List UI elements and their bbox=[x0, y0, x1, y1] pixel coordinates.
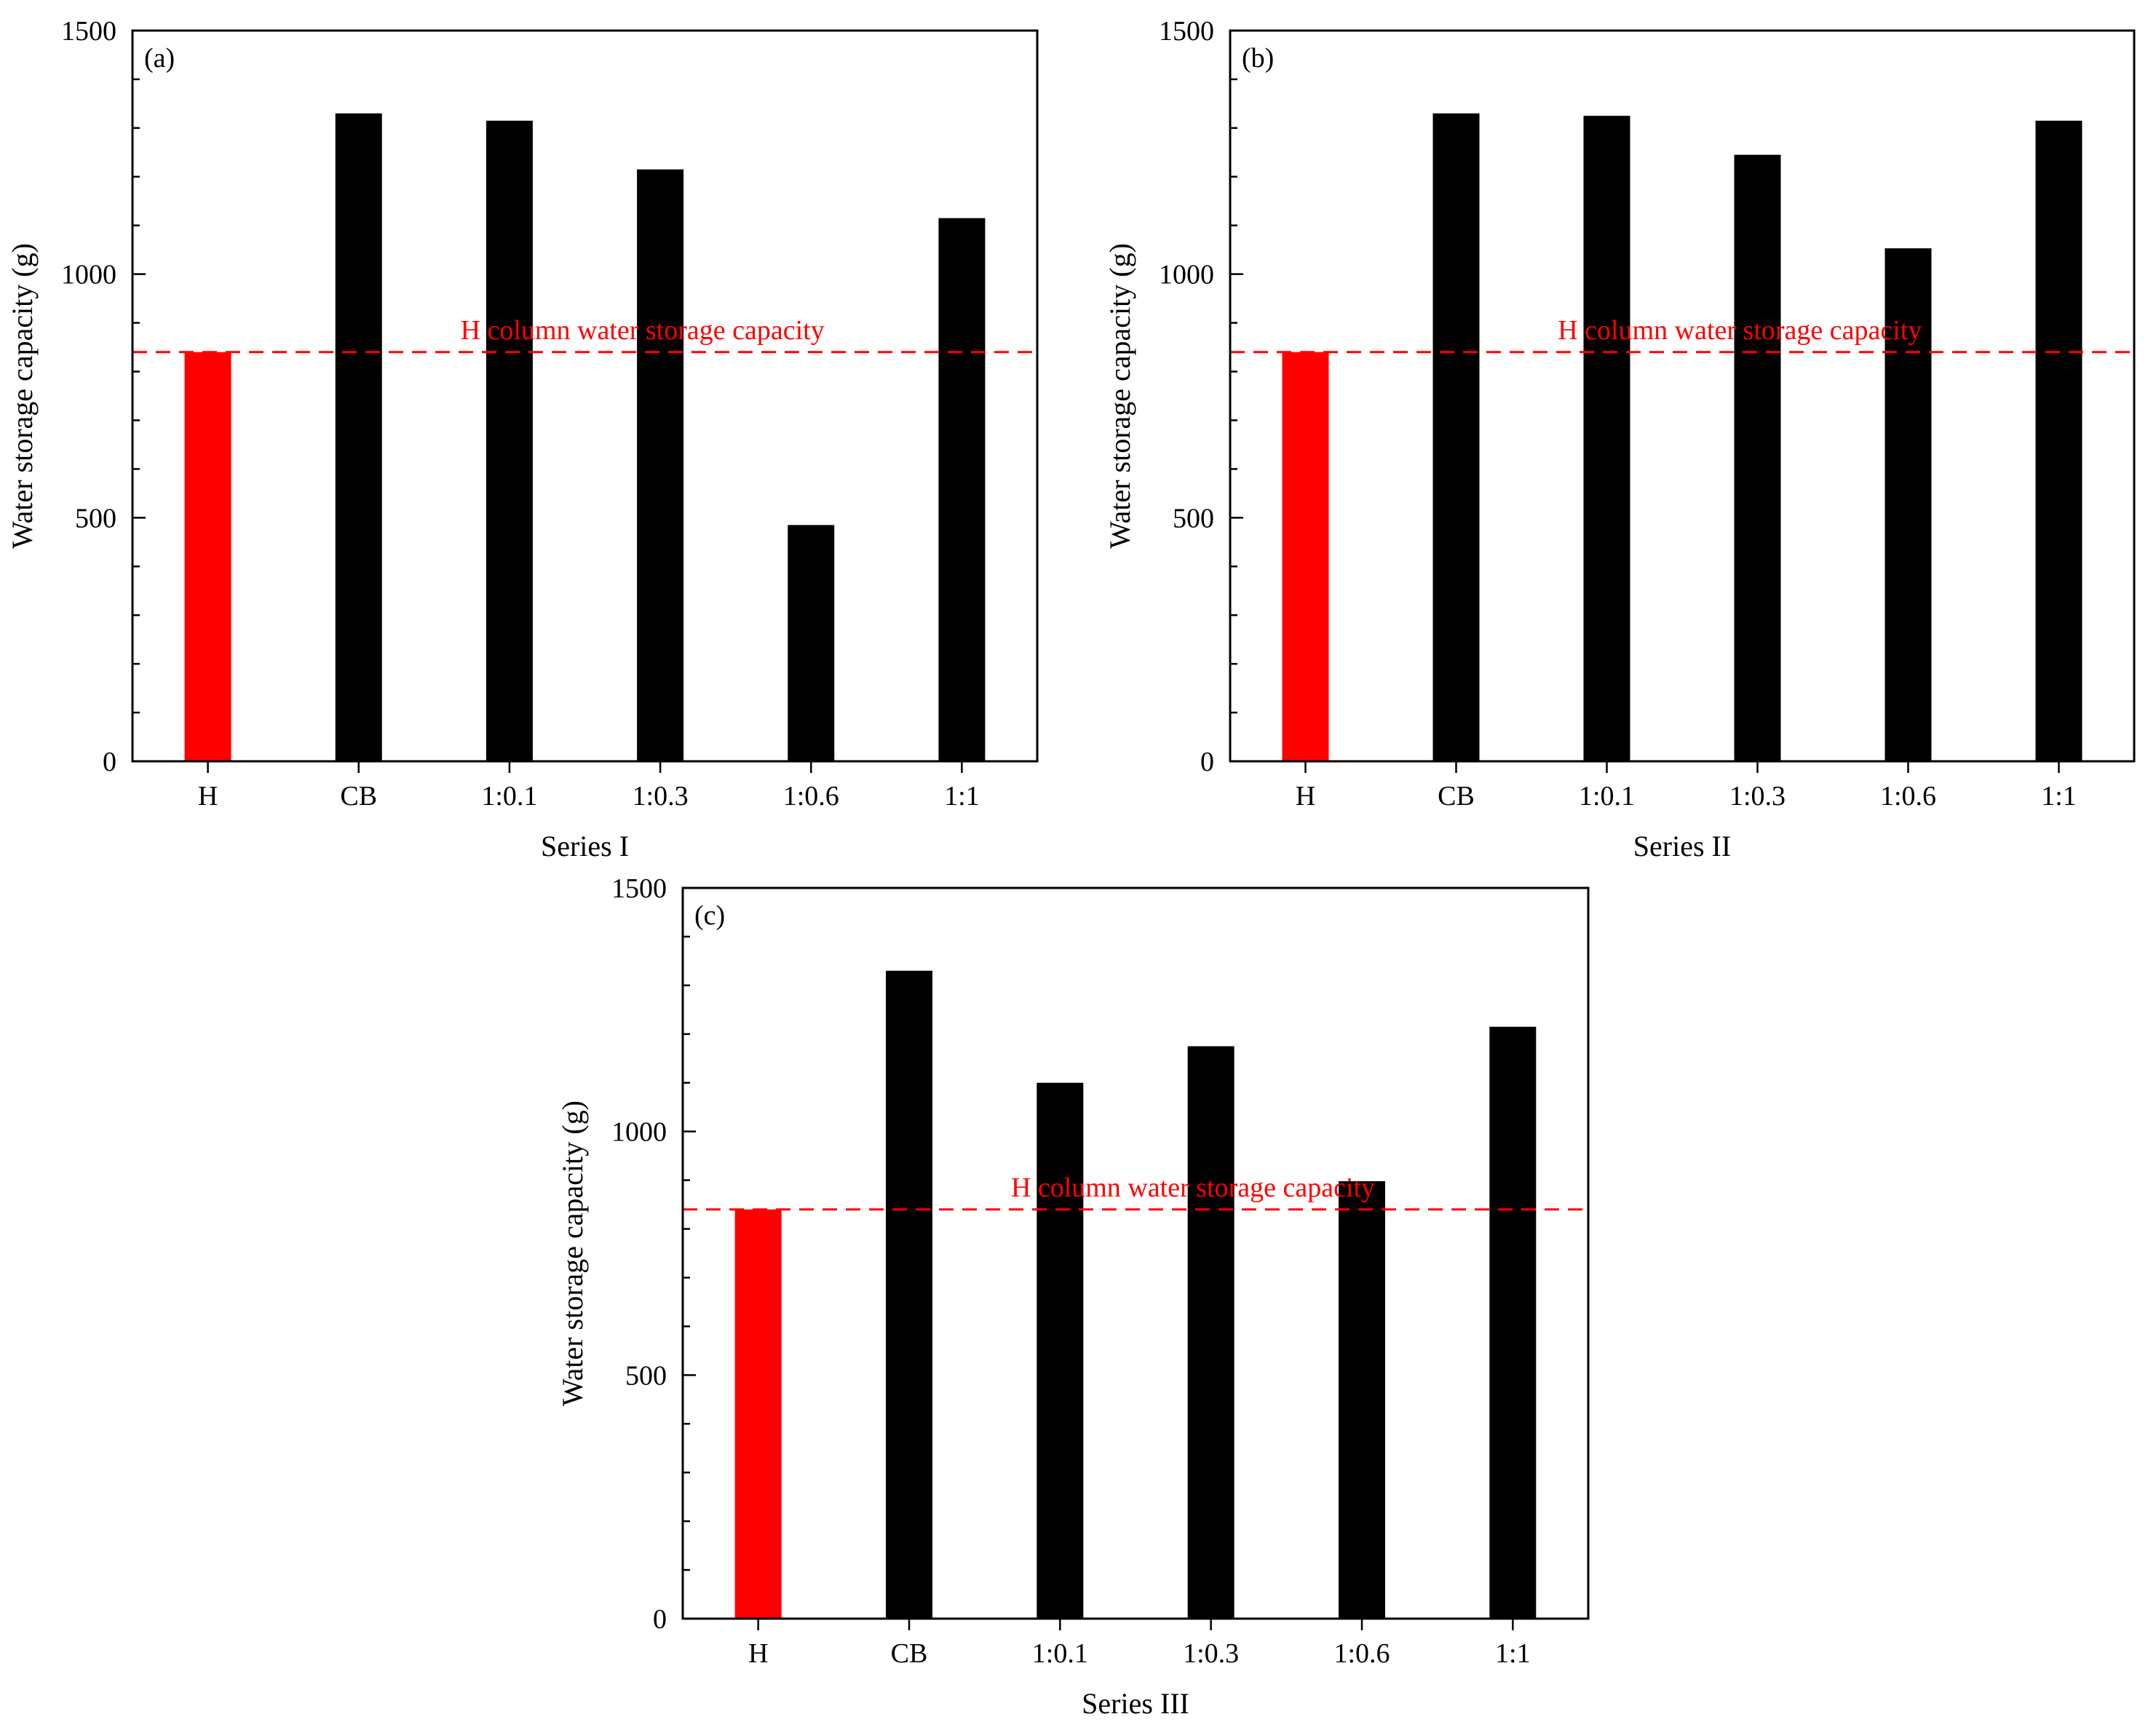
bar-1-0-6 bbox=[1339, 1181, 1385, 1619]
bar-1-0-3 bbox=[1187, 1046, 1234, 1619]
x-tick-label: CB bbox=[340, 781, 377, 812]
bar-1-0-1 bbox=[1037, 1082, 1084, 1619]
bar-1-0-1 bbox=[486, 120, 533, 761]
x-tick-label: 1:1 bbox=[944, 781, 980, 812]
y-tick-label: 1000 bbox=[1159, 260, 1214, 290]
x-tick-label: 1:0.3 bbox=[633, 781, 689, 812]
x-tick-label: 1:0.3 bbox=[1729, 781, 1786, 812]
y-tick-label: 1000 bbox=[611, 1117, 667, 1148]
x-tick-label: 1:0.6 bbox=[783, 781, 839, 812]
x-tick-label: H bbox=[1296, 781, 1315, 812]
x-axis-title: Series I bbox=[541, 830, 629, 862]
bar-1-0-6 bbox=[1884, 248, 1932, 761]
x-axis-title: Series II bbox=[1633, 830, 1731, 862]
x-tick-label: CB bbox=[891, 1638, 928, 1669]
bar-1-1 bbox=[1489, 1026, 1537, 1619]
plot-frame bbox=[1229, 29, 2136, 763]
x-tick-label: 1:0.1 bbox=[1032, 1638, 1088, 1669]
y-tick-label: 0 bbox=[103, 747, 116, 777]
x-tick-label: 1:0.3 bbox=[1183, 1638, 1239, 1669]
bar-h bbox=[734, 1209, 782, 1619]
bar-h bbox=[184, 352, 231, 761]
bar-cb bbox=[335, 113, 382, 761]
bar-1-0-6 bbox=[788, 525, 835, 761]
y-tick-label: 0 bbox=[653, 1604, 667, 1635]
x-tick-label: 1:0.1 bbox=[481, 781, 537, 812]
panel-b: H column water storage capacity 0 500 1000 1… bbox=[1103, 16, 2136, 862]
y-axis-title: Water storage capacity (g) bbox=[6, 243, 39, 549]
bar-1-0-1 bbox=[1583, 116, 1630, 762]
reference-line-label: H column water storage capacity bbox=[1011, 1172, 1375, 1203]
reference-line-label: H column water storage capacity bbox=[1558, 315, 1922, 346]
x-axis-title: Series III bbox=[1082, 1687, 1189, 1720]
x-tick-label: H bbox=[748, 1638, 768, 1669]
x-tick-label: CB bbox=[1438, 781, 1475, 812]
bar-1-0-3 bbox=[1734, 154, 1781, 761]
x-tick-label: H bbox=[198, 781, 218, 812]
bar-cb bbox=[1432, 113, 1480, 761]
x-tick-label: 1:0.6 bbox=[1880, 781, 1936, 812]
panel-label: (c) bbox=[694, 900, 725, 931]
bar-1-1 bbox=[2035, 120, 2082, 761]
panel-c: H column water storage capacity 0 500 1000 1… bbox=[556, 873, 1590, 1720]
panel-a: H column water storage capacity 0 500 1000 1… bbox=[6, 16, 1039, 862]
y-tick-label: 500 bbox=[1173, 503, 1214, 533]
panel-label: (b) bbox=[1242, 43, 1274, 74]
bar-cb bbox=[886, 970, 932, 1619]
x-tick-label: 1:0.1 bbox=[1579, 781, 1635, 812]
x-tick-label: 1:1 bbox=[1495, 1638, 1531, 1669]
x-tick-label: 1:0.6 bbox=[1333, 1638, 1390, 1669]
y-tick-label: 1500 bbox=[611, 873, 667, 904]
bar-1-1 bbox=[938, 218, 986, 761]
panel-label: (a) bbox=[144, 43, 175, 74]
bar-h bbox=[1282, 352, 1329, 761]
bar-1-0-3 bbox=[637, 169, 684, 761]
y-tick-label: 0 bbox=[1200, 747, 1214, 777]
y-axis-title: Water storage capacity (g) bbox=[1103, 243, 1136, 549]
y-axis-title: Water storage capacity (g) bbox=[556, 1100, 589, 1406]
plot-frame bbox=[131, 29, 1039, 763]
y-tick-label: 1500 bbox=[1159, 16, 1214, 47]
reference-line-label: H column water storage capacity bbox=[461, 315, 825, 346]
y-tick-label: 500 bbox=[75, 503, 116, 533]
y-tick-label: 1000 bbox=[61, 260, 116, 290]
x-tick-label: 1:1 bbox=[2041, 781, 2077, 812]
y-tick-label: 500 bbox=[625, 1360, 667, 1391]
plot-frame bbox=[681, 886, 1590, 1620]
y-tick-label: 1500 bbox=[61, 16, 116, 47]
